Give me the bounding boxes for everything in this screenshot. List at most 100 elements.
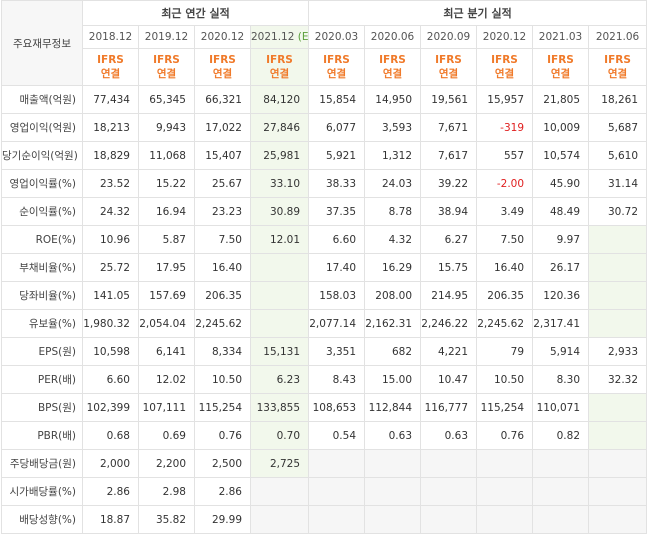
table-cell: 15.22 <box>138 169 195 198</box>
table-row: 시가배당률(%) 2.86 2.98 2.86 <box>1 477 648 506</box>
table-cell: 10.50 <box>194 365 251 394</box>
table-cell: 2,054.04 <box>138 309 195 338</box>
row-label: 배당성향(%) <box>1 505 83 534</box>
table-cell: 35.82 <box>138 505 195 534</box>
ifrs-badge: IFRS 연결 <box>249 48 310 86</box>
annual-header: 최근 연간 실적 <box>81 0 310 26</box>
table-cell: 38.94 <box>420 197 478 226</box>
table-cell: 116,777 <box>420 393 478 422</box>
row-label: 영업이익률(%) <box>1 169 83 198</box>
period-label: 2021.12 <box>251 31 295 43</box>
table-cell: 18,261 <box>588 85 648 114</box>
table-cell: 17.40 <box>308 253 366 282</box>
ifrs-label: IFRS <box>153 54 180 66</box>
table-cell: 0.82 <box>532 421 590 450</box>
table-cell <box>249 281 310 310</box>
table-cell: 158.03 <box>308 281 366 310</box>
period-label: 2019.12 <box>144 31 189 43</box>
table-cell: 5,921 <box>308 141 366 170</box>
table-cell: 108,653 <box>308 393 366 422</box>
table-cell: 12.02 <box>138 365 195 394</box>
table-cell: 29.99 <box>194 505 251 534</box>
table-cell: 6.27 <box>420 225 478 254</box>
table-cell: 2,245.62 <box>194 309 251 338</box>
row-label: 유보율(%) <box>1 309 83 338</box>
table-cell: 6.60 <box>82 365 139 394</box>
table-cell: 6,077 <box>308 113 366 142</box>
table-cell: 1,980.32 <box>82 309 139 338</box>
ifrs-label: IFRS <box>547 54 574 66</box>
row-label: 당기순이익(억원) <box>1 141 83 170</box>
table-cell: 0.54 <box>308 421 366 450</box>
table-cell: 682 <box>364 337 422 366</box>
table-cell: 0.63 <box>364 421 422 450</box>
table-cell: 38.33 <box>308 169 366 198</box>
table-cell: 26.17 <box>532 253 590 282</box>
table-cell: 24.32 <box>82 197 139 226</box>
period-header: 2020.06 <box>364 25 422 49</box>
ifrs-badge: IFRS 연결 <box>588 48 648 86</box>
table-cell: 17.95 <box>138 253 195 282</box>
table-cell <box>476 449 534 478</box>
ifrs-label: IFRS <box>323 54 350 66</box>
period-label: 2020.03 <box>314 31 359 43</box>
table-cell: 39.22 <box>420 169 478 198</box>
table-cell: 0.76 <box>194 421 251 450</box>
consolidated-label: 연결 <box>156 68 177 80</box>
table-cell <box>308 477 366 506</box>
consolidated-label: 연결 <box>100 68 121 80</box>
table-cell: 2,933 <box>588 337 648 366</box>
period-header: 2021.12 (E) <box>249 25 310 49</box>
table-cell: 2,725 <box>249 449 310 478</box>
table-cell: 141.05 <box>82 281 139 310</box>
period-header: 2020.12 <box>194 25 251 49</box>
table-cell <box>588 309 648 338</box>
table-cell: 23.23 <box>194 197 251 226</box>
table-cell: 6.60 <box>308 225 366 254</box>
table-cell: 8,334 <box>194 337 251 366</box>
table-cell: 33.10 <box>249 169 310 198</box>
table-row: 배당성향(%) 18.87 35.82 29.99 <box>1 505 648 534</box>
table-cell: 30.72 <box>588 197 648 226</box>
table-row: 영업이익(억원) 18,213 9,943 17,022 27,846 6,077 3,59… <box>1 113 648 142</box>
table-cell: 77,434 <box>82 85 139 114</box>
table-cell <box>532 477 590 506</box>
period-header: 2021.06 <box>588 25 648 49</box>
table-cell: 6,141 <box>138 337 195 366</box>
table-cell: 11,068 <box>138 141 195 170</box>
table-cell: 3.49 <box>476 197 534 226</box>
table-row: 매출액(억원) 77,434 65,345 66,321 84,120 15,854 14,… <box>1 85 648 114</box>
table-cell: 157.69 <box>138 281 195 310</box>
table-cell: 16.40 <box>194 253 251 282</box>
quarter-header: 최근 분기 실적 <box>308 0 648 26</box>
table-cell <box>588 225 648 254</box>
table-cell: 208.00 <box>364 281 422 310</box>
consolidated-label: 연결 <box>607 68 628 80</box>
table-cell <box>249 477 310 506</box>
table-row: 당좌비율(%) 141.05 157.69 206.35 158.03 208.00 214… <box>1 281 648 310</box>
table-cell: 2,317.41 <box>532 309 590 338</box>
table-cell: 214.95 <box>420 281 478 310</box>
table-cell: 10,598 <box>82 337 139 366</box>
table-row: 순이익률(%) 24.32 16.94 23.23 30.89 37.35 8.78 38.9… <box>1 197 648 226</box>
table-cell: 31.14 <box>588 169 648 198</box>
table-cell: 0.69 <box>138 421 195 450</box>
table-cell: 21,805 <box>532 85 590 114</box>
table-cell: 19,561 <box>420 85 478 114</box>
period-header: 2018.12 <box>82 25 139 49</box>
table-cell: 8.78 <box>364 197 422 226</box>
table-cell: 15.75 <box>420 253 478 282</box>
table-cell: 9.97 <box>532 225 590 254</box>
table-cell: 10.47 <box>420 365 478 394</box>
table-cell: 45.90 <box>532 169 590 198</box>
table-cell <box>532 505 590 534</box>
row-label: EPS(원) <box>1 337 83 366</box>
ifrs-badge: IFRS 연결 <box>364 48 422 86</box>
table-cell: 8.43 <box>308 365 366 394</box>
table-cell: 133,855 <box>249 393 310 422</box>
table-cell: 2.98 <box>138 477 195 506</box>
table-cell: 15,407 <box>194 141 251 170</box>
ifrs-label: IFRS <box>435 54 462 66</box>
ifrs-label: IFRS <box>379 54 406 66</box>
